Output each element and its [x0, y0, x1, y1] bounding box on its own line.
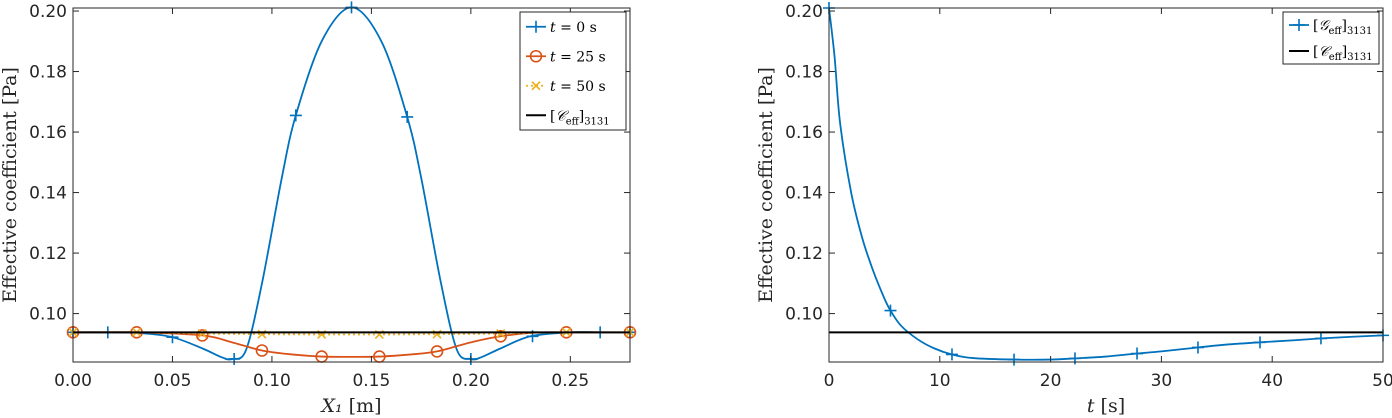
legend: [𝒢eff]3131[𝒞eff]3131 — [1282, 11, 1380, 65]
y-tick-label: 0.18 — [29, 63, 67, 83]
y-tick-label: 0.20 — [29, 2, 67, 22]
y-tick-label: 0.12 — [29, 244, 67, 264]
series-0-point — [228, 352, 241, 365]
y-axis-label: Effective coefficient [Pa] — [0, 67, 21, 303]
chart-position-profile: 0.00 0.05 0.10 0.15 0.20 0.25 0.10 0.12 0.14 0.16… — [0, 1, 637, 417]
series-layer — [66, 1, 637, 365]
axes-box — [72, 7, 631, 363]
chart-time-evolution: 0 10 20 30 40 50 0.10 0.12 0.14 0.16 0.18 0.20 t [s]… — [755, 2, 1392, 417]
x-tick-label: 0.25 — [551, 371, 589, 391]
legend: t = 0 st = 25 st = 50 s[𝒞eff]3131 — [519, 11, 627, 131]
series-0-point — [1314, 332, 1327, 345]
series-0-point — [1131, 347, 1144, 360]
x-tick-label: 20 — [1040, 371, 1062, 391]
series-1-point — [430, 345, 444, 358]
axes-box — [828, 7, 1384, 363]
legend-entry: t = 25 s — [550, 49, 606, 65]
series-0-point — [1191, 341, 1204, 354]
x-tick-label: 30 — [1151, 371, 1173, 391]
series-0-point — [401, 110, 414, 123]
x-axis-label: t [s] — [1087, 395, 1125, 417]
series-2-point — [496, 328, 506, 339]
y-tick-label: 0.20 — [785, 2, 823, 22]
x-axis-label: X₁ [m] — [319, 395, 381, 417]
plot-area — [829, 8, 1383, 362]
series-0-point — [884, 304, 897, 317]
y-axis-label: Effective coefficient [Pa] — [755, 67, 777, 303]
series-0-point — [289, 109, 302, 122]
legend-marker — [531, 81, 541, 91]
legend-entry: t = 0 s — [550, 20, 597, 36]
axis-layer: 0 10 20 30 40 50 0.10 0.12 0.14 0.16 0.18 0.20 t [s]… — [755, 2, 1392, 417]
series-1-point — [196, 329, 209, 342]
y-tick-label: 0.14 — [29, 184, 67, 204]
x-tick-label: 40 — [1261, 371, 1283, 391]
y-tick-label: 0.12 — [785, 244, 823, 264]
series-0-point — [1008, 353, 1021, 366]
x-tick-label: 0.10 — [253, 371, 291, 391]
x-tick-label: 50 — [1372, 371, 1392, 391]
series-0-point — [1254, 336, 1267, 349]
x-tick-label: 0.15 — [352, 371, 390, 391]
y-tick-label: 0.18 — [785, 63, 823, 83]
legend-box — [519, 11, 627, 131]
series-layer — [823, 2, 1389, 366]
series-1-point — [494, 329, 507, 343]
series-2-point — [197, 328, 207, 339]
x-tick-label: 0.00 — [54, 371, 92, 391]
axis-layer: 0.00 0.05 0.10 0.15 0.20 0.25 0.10 0.12 0.14 0.16… — [0, 2, 631, 417]
legend-marker — [1293, 19, 1305, 31]
series-0-point — [945, 348, 958, 361]
legend-marker — [530, 20, 542, 33]
x-tick-label: 10 — [929, 371, 951, 391]
y-tick-label: 0.14 — [785, 184, 823, 204]
series-line-1 — [73, 331, 630, 358]
y-tick-label: 0.16 — [29, 123, 67, 143]
x-tick-label: 0 — [824, 371, 835, 391]
series-1-point — [255, 344, 269, 357]
y-tick-label: 0.10 — [785, 305, 823, 325]
legend-entry: t = 50 s — [550, 79, 606, 95]
series-0-point — [345, 1, 358, 14]
y-tick-label: 0.16 — [785, 123, 823, 143]
legend-marker — [529, 49, 543, 63]
y-tick-label: 0.10 — [29, 305, 67, 325]
x-tick-label: 0.20 — [452, 371, 490, 391]
legend-entry: [𝒢eff]3131 — [1313, 18, 1372, 37]
x-tick-label: 0.05 — [154, 371, 192, 391]
